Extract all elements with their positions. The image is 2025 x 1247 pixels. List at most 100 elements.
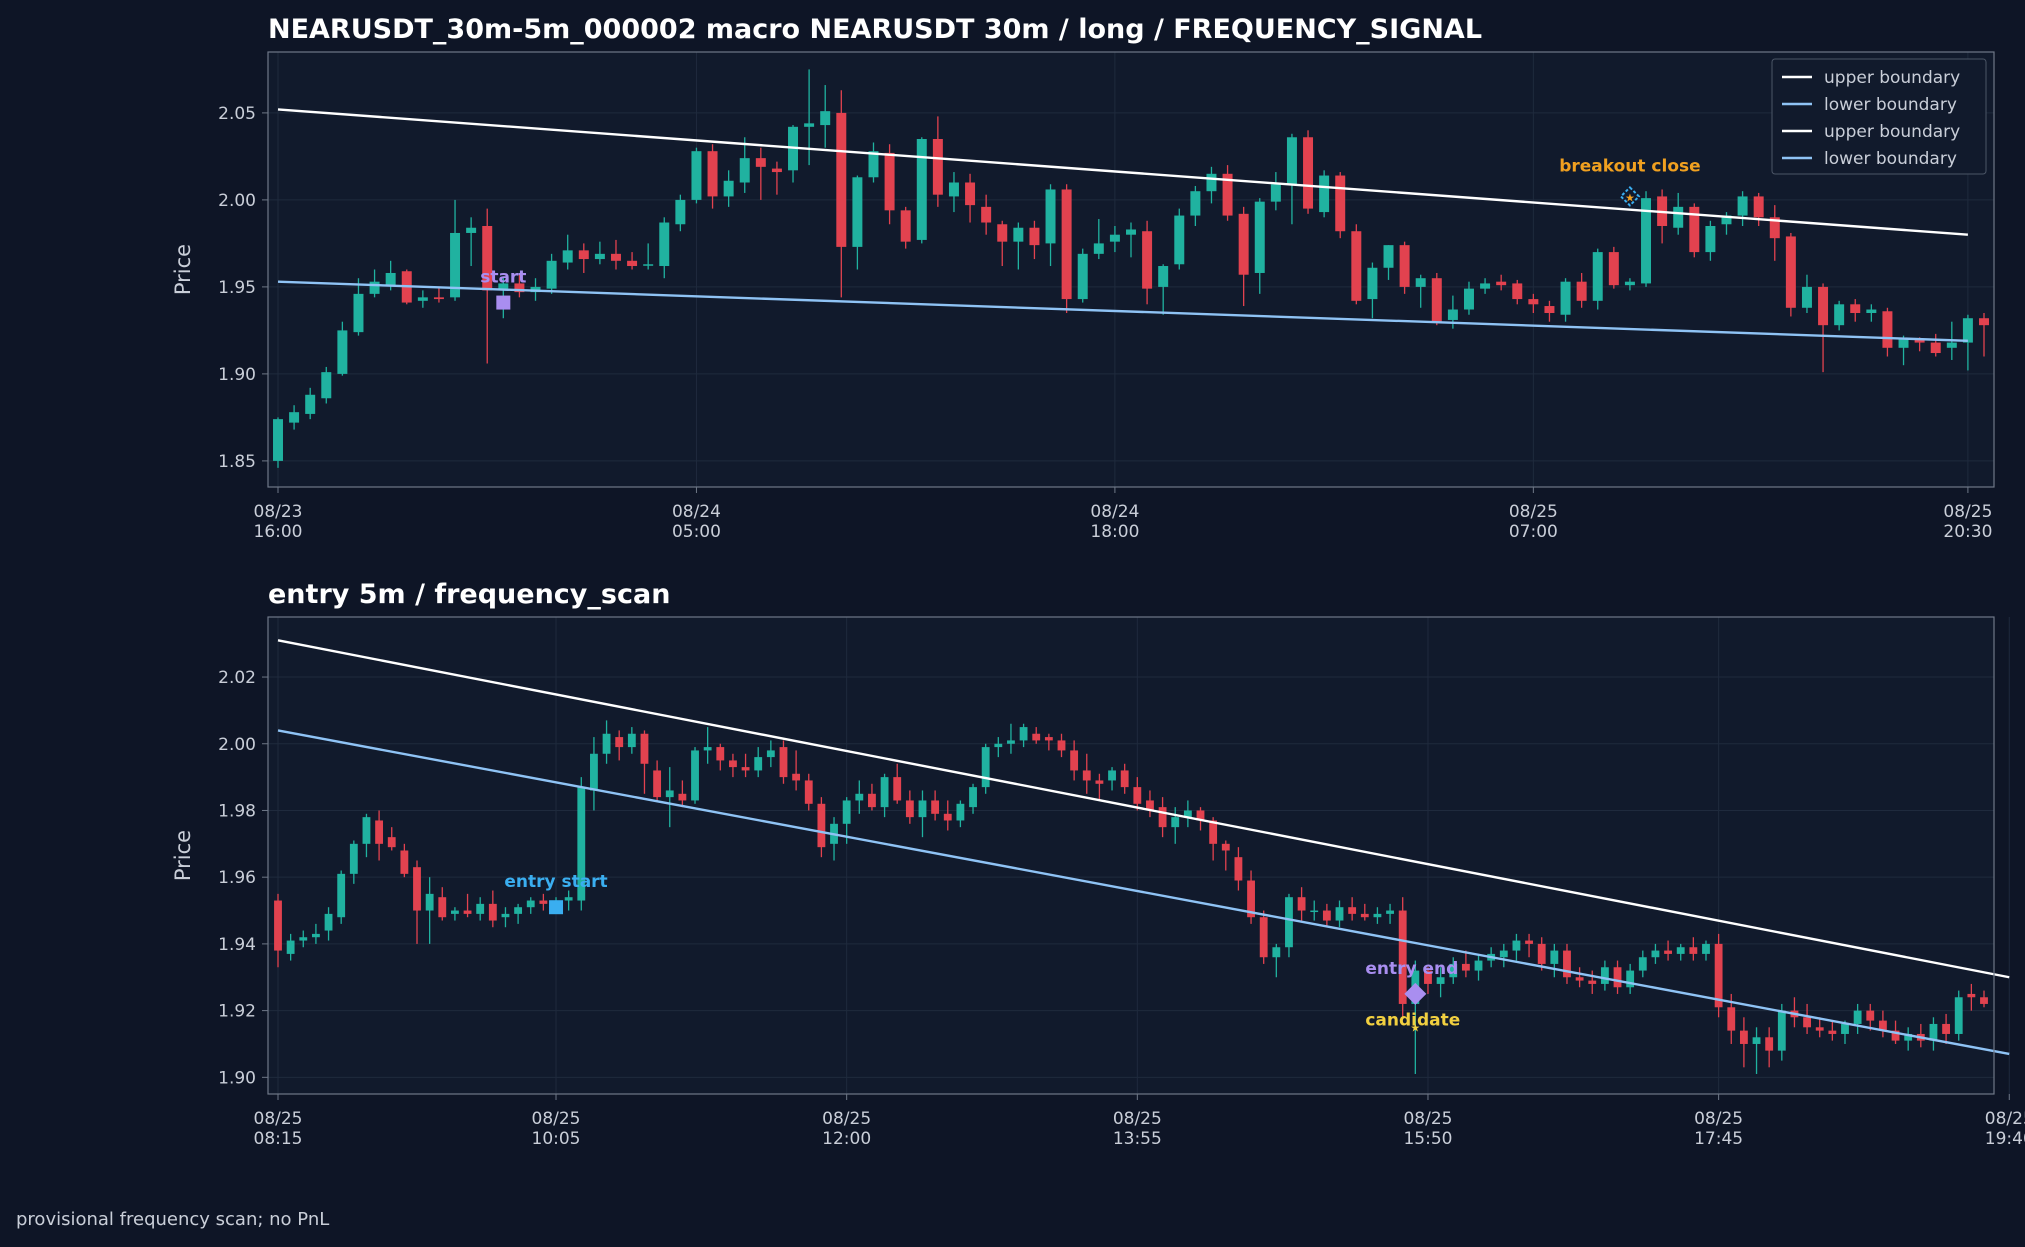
candle-body xyxy=(1171,817,1180,828)
x-tick-label: 08/2519:40 xyxy=(1985,1109,2025,1149)
candle-body xyxy=(1946,342,1957,348)
candle-body xyxy=(1705,226,1716,253)
candle-body xyxy=(400,850,409,874)
candle-body xyxy=(1285,897,1293,948)
candle-body xyxy=(1206,173,1217,192)
candle-body xyxy=(1638,957,1647,971)
candle-body xyxy=(590,753,598,791)
candle-body xyxy=(932,139,943,195)
candle-body xyxy=(643,264,654,266)
candle-body xyxy=(1914,339,1925,343)
candle-body xyxy=(324,913,333,931)
start-label: start xyxy=(480,268,526,288)
candle-body xyxy=(842,800,851,824)
candle-body xyxy=(578,250,589,260)
candle-body xyxy=(1222,173,1233,216)
candle-body xyxy=(1641,198,1652,284)
candle-body xyxy=(1929,1023,1938,1041)
candle-body xyxy=(610,253,621,261)
candle-body xyxy=(1044,737,1053,741)
candle-body xyxy=(1626,970,1635,988)
candle-body xyxy=(868,793,876,808)
candle-body xyxy=(526,900,535,908)
candle-body xyxy=(1373,913,1382,918)
candle-body xyxy=(665,790,674,798)
candle-body xyxy=(1348,907,1357,914)
candle-body xyxy=(678,793,687,801)
legend-box xyxy=(1771,58,1987,175)
candle-body xyxy=(1007,740,1015,744)
x-tick-label: 08/25 08:15 xyxy=(254,1109,303,1149)
candle-body xyxy=(836,112,847,247)
candle-body xyxy=(880,777,889,808)
candle-body xyxy=(723,180,734,197)
candle-body xyxy=(1234,857,1243,881)
breakout-close-label: breakout close xyxy=(1559,156,1700,176)
legend-entry: upper boundary xyxy=(1824,122,1960,142)
candle-body xyxy=(602,733,611,754)
candle-body xyxy=(1158,807,1167,828)
candle-body xyxy=(1335,907,1344,921)
candle-body xyxy=(299,937,308,941)
candle-body xyxy=(804,780,813,804)
candle-body xyxy=(450,232,461,298)
candle-body xyxy=(1499,950,1508,958)
candle-body xyxy=(488,903,497,921)
candle-body xyxy=(627,260,638,267)
candle-body xyxy=(1967,993,1976,998)
y-axis-label: Price xyxy=(171,244,195,295)
legend-entry: upper boundary xyxy=(1824,68,1960,88)
candle-body xyxy=(594,253,605,260)
candle-body xyxy=(433,297,444,300)
candle-body xyxy=(884,152,895,211)
candle-body xyxy=(1424,970,1432,984)
candle-body xyxy=(1737,196,1748,216)
candle-body xyxy=(893,777,902,801)
candle-body xyxy=(369,281,380,294)
candle-body xyxy=(1238,213,1249,275)
candle-body xyxy=(1496,281,1507,286)
candle-body xyxy=(640,733,649,764)
candle-body xyxy=(1351,231,1362,301)
y-tick-label: 2.02 xyxy=(218,668,256,688)
entry-start-marker xyxy=(549,900,564,915)
candle-body xyxy=(1866,309,1877,313)
candle-body xyxy=(337,873,346,918)
candle-body xyxy=(1576,281,1587,301)
candle-body xyxy=(1190,191,1201,216)
candle-body xyxy=(1013,227,1024,242)
candle-body xyxy=(691,750,699,801)
candle-body xyxy=(1474,960,1483,971)
y-tick-label: 1.90 xyxy=(218,1068,256,1088)
candle-body xyxy=(675,199,686,225)
candle-body xyxy=(1613,967,1622,988)
candidate-marker: ★ xyxy=(1410,1021,1420,1034)
candle-body xyxy=(659,222,670,267)
candle-body xyxy=(1367,267,1378,300)
candle-body xyxy=(1045,189,1056,244)
x-tick-label: 08/25 17:45 xyxy=(1694,1109,1743,1149)
candle-body xyxy=(931,800,940,814)
upper-boundary-line xyxy=(277,639,2010,979)
y-tick-label: 2.00 xyxy=(218,735,256,755)
x-tick-label: 08/25 15:50 xyxy=(1403,1109,1452,1149)
candle-body xyxy=(539,900,548,904)
candle-body xyxy=(562,250,573,263)
entry-end-marker xyxy=(1404,982,1427,1005)
candle-body xyxy=(1254,201,1265,273)
candle-body xyxy=(1689,947,1698,954)
y-tick-label: 1.85 xyxy=(218,452,256,472)
candle-body xyxy=(729,760,737,768)
panel-2: 1.90 1.92 1.94 1.96 1.98 2.00 2.02 08/25 08:15 08… xyxy=(171,579,2025,1149)
candle-body xyxy=(349,843,358,874)
candle-body xyxy=(1834,304,1845,326)
candle-body xyxy=(1673,206,1684,228)
candle-body xyxy=(1335,175,1346,232)
x-tick-label: 08/25 10:05 xyxy=(532,1109,581,1149)
candle-body xyxy=(1777,1010,1786,1051)
candle-body xyxy=(482,226,493,291)
candle-body xyxy=(1664,950,1672,954)
candle-body xyxy=(1322,910,1331,921)
candle-body xyxy=(1061,189,1072,300)
